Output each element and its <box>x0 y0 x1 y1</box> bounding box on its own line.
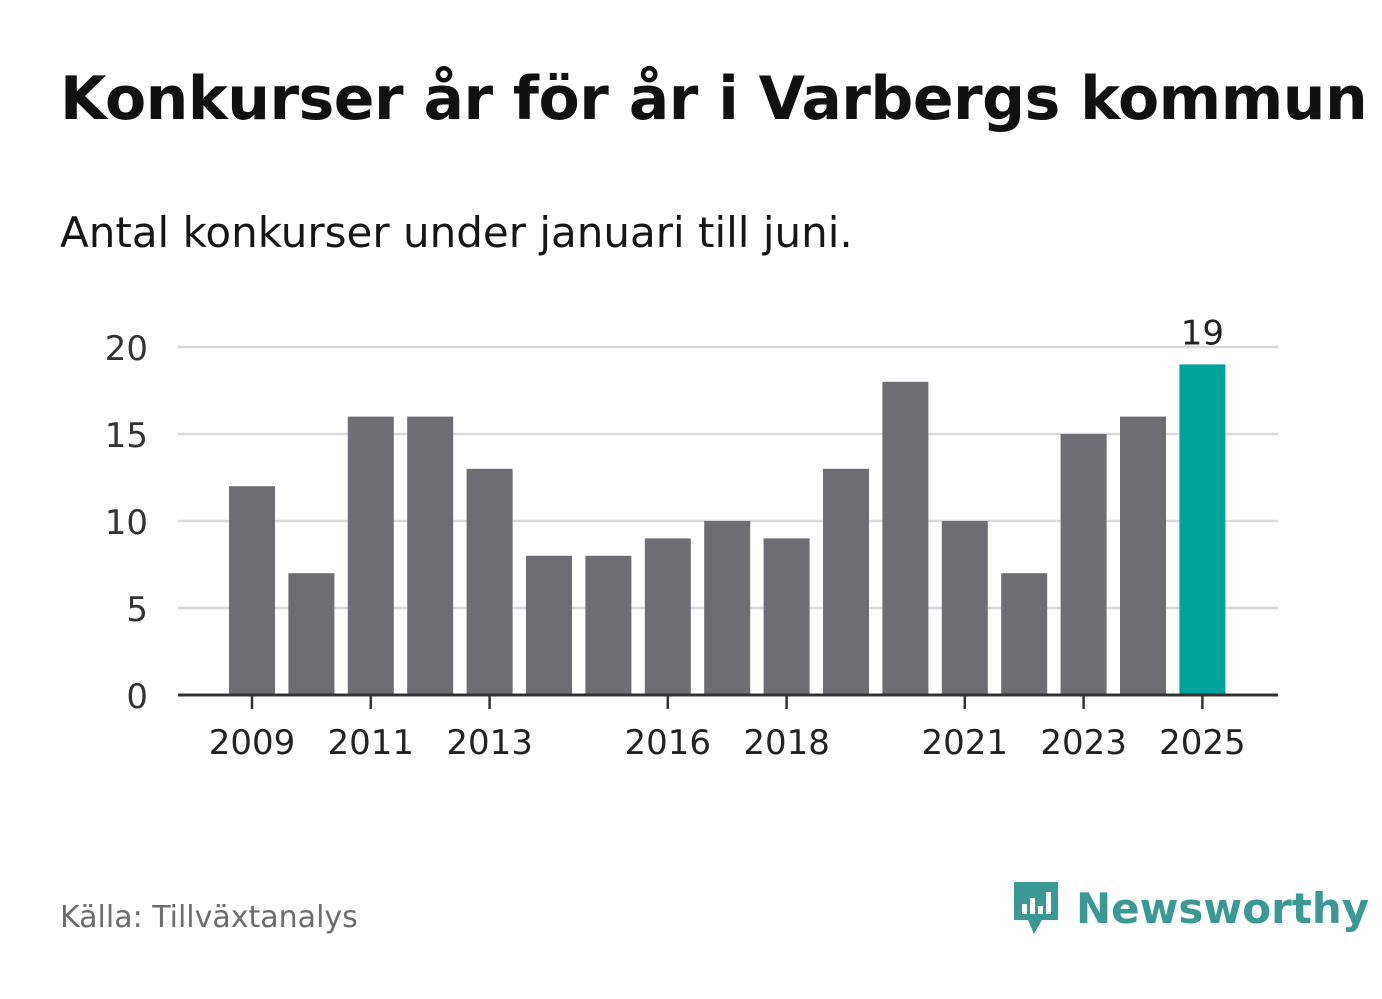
x-axis-labels: 2009 2011 2013 2016 2018 2021 2023 2025 <box>209 723 1246 763</box>
newsworthy-logo-icon <box>1014 882 1058 934</box>
bar-2025 <box>1179 364 1226 695</box>
x-tick-label: 2011 <box>328 723 415 763</box>
data-label-2025: 19 <box>1181 313 1224 353</box>
bar-2021 <box>941 521 988 695</box>
brand-logo: Newsworthy <box>1010 878 1369 938</box>
brand-name: Newsworthy <box>1076 883 1370 933</box>
source-note: Källa: Tillväxtanalys <box>60 900 358 935</box>
x-tick-label: 2021 <box>922 723 1009 763</box>
bar-2014 <box>526 555 572 695</box>
x-tick-label: 2018 <box>743 723 830 763</box>
x-tick-label: 2023 <box>1040 723 1127 763</box>
x-tick-label: 2013 <box>446 723 533 763</box>
bar-2015 <box>585 555 632 695</box>
y-tick-label: 15 <box>105 416 148 456</box>
y-tick-label: 20 <box>105 329 148 369</box>
data-labels: 19 <box>1181 313 1224 353</box>
bar-2011 <box>347 416 394 695</box>
y-tick-label: 0 <box>126 677 148 717</box>
bar-2022 <box>1001 573 1048 695</box>
bar-2016 <box>644 538 691 695</box>
bars <box>229 364 1226 695</box>
chart-subtitle: Antal konkurser under januari till juni. <box>60 208 853 257</box>
x-axis-ticks <box>250 695 1204 709</box>
bar-2019 <box>823 468 869 695</box>
x-tick-label: 2025 <box>1159 723 1246 763</box>
bar-2013 <box>466 468 513 695</box>
x-tick-label: 2016 <box>625 723 712 763</box>
y-tick-label: 10 <box>105 503 148 543</box>
bar-2024 <box>1120 416 1166 695</box>
bar-2018 <box>763 538 810 695</box>
bar-2009 <box>229 486 275 695</box>
y-axis-labels: 0 5 10 15 20 <box>105 329 148 717</box>
bar-chart: 0 5 10 15 20 2009 2011 2013 2016 2018 2021 2023 202… <box>105 313 1278 763</box>
bar-2017 <box>704 521 751 695</box>
bar-2023 <box>1060 434 1107 695</box>
x-tick-label: 2009 <box>209 723 296 763</box>
y-tick-label: 5 <box>126 590 148 630</box>
bar-2012 <box>407 416 454 695</box>
chart-title: Konkurser år för år i Varbergs kommun <box>60 64 1368 134</box>
bar-2020 <box>882 381 929 695</box>
bar-2010 <box>288 573 335 695</box>
